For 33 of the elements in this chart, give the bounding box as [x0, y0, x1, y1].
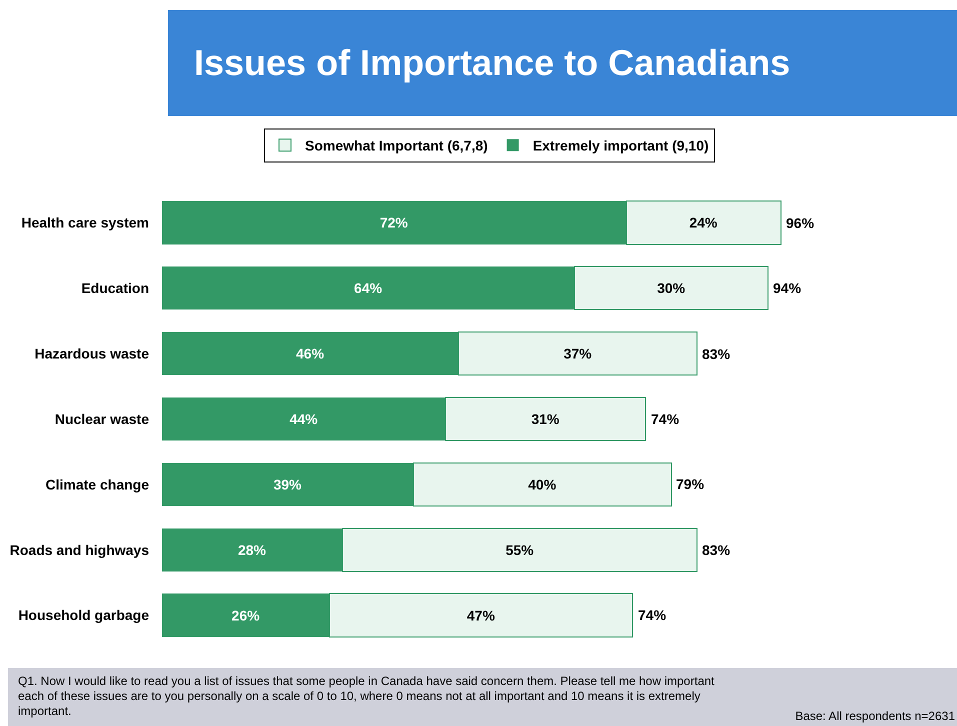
- legend-label: Extremely important (9,10): [532, 138, 709, 154]
- data-label: 72%: [380, 214, 408, 231]
- total-label: 74%: [651, 411, 680, 427]
- data-label: 44%: [290, 411, 318, 427]
- data-label: 28%: [238, 542, 267, 558]
- data-label: 31%: [531, 411, 560, 427]
- data-label: 24%: [689, 214, 718, 231]
- y-tick-label: Household garbage: [18, 607, 150, 624]
- data-label: 64%: [354, 280, 383, 296]
- chart-title: Issues of Importance to Canadians: [168, 10, 957, 116]
- y-tick-label: Education: [81, 280, 149, 296]
- y-tick-label: Health care system: [21, 214, 149, 231]
- legend-label: Somewhat Important (6,7,8): [305, 138, 488, 154]
- data-label: 55%: [506, 542, 534, 558]
- total-label: 74%: [638, 607, 667, 623]
- y-tick-label: Hazardous waste: [34, 345, 150, 362]
- y-tick-label: Roads and highways: [10, 542, 150, 558]
- total-label: 83%: [702, 542, 731, 558]
- total-label: 96%: [786, 215, 815, 231]
- data-label: 47%: [466, 607, 496, 624]
- total-label: 94%: [773, 280, 802, 296]
- data-label: 26%: [232, 607, 260, 624]
- total-label: 79%: [676, 476, 705, 492]
- data-label: 39%: [273, 476, 302, 492]
- data-label: 40%: [528, 476, 557, 492]
- data-label: 30%: [657, 280, 686, 296]
- text: Q1. Now I would like to read you a list of issues that some people in Canada have said concern them. Please tell me how important each of these issues are to you personally on a scale of 0 to 10, where 0 means not at all important and 10 means it is extremely important.: [18, 674, 716, 719]
- text: Base: All respondents n=2631: [795, 709, 955, 724]
- y-tick-label: Nuclear waste: [54, 410, 150, 427]
- data-label: 46%: [296, 346, 325, 362]
- y-tick-label: Climate change: [46, 476, 150, 492]
- total-label: 83%: [702, 346, 731, 362]
- data-label: 37%: [564, 346, 592, 362]
